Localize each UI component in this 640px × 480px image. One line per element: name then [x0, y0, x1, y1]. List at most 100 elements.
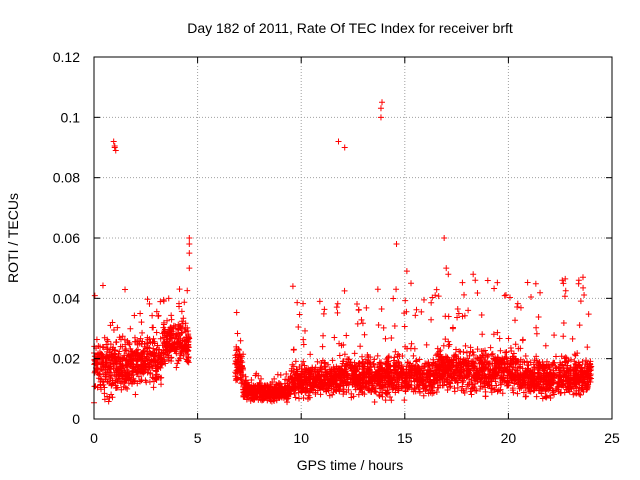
data-point — [365, 360, 372, 367]
data-point — [435, 293, 442, 300]
data-point — [305, 367, 312, 374]
data-point — [105, 354, 112, 361]
data-point — [288, 384, 295, 391]
data-point — [320, 386, 327, 393]
data-point — [298, 371, 305, 378]
data-point — [453, 359, 460, 366]
data-point — [104, 345, 111, 352]
data-point — [232, 358, 239, 365]
outlier-point — [443, 265, 450, 272]
data-point — [391, 363, 398, 370]
data-point — [153, 346, 160, 353]
data-point — [178, 330, 185, 337]
data-point — [471, 384, 478, 391]
data-point — [384, 373, 391, 380]
data-point — [399, 370, 406, 377]
data-point — [322, 366, 329, 373]
x-tick-labels: 0 5 10 15 20 25 — [90, 430, 620, 446]
data-point — [138, 319, 145, 326]
data-point — [494, 329, 501, 336]
data-point — [532, 280, 539, 287]
outlier-point — [377, 114, 384, 121]
data-point — [160, 319, 167, 326]
data-point — [320, 374, 327, 381]
data-point — [402, 297, 409, 304]
data-point — [391, 322, 398, 329]
data-point — [119, 343, 126, 350]
data-point — [550, 387, 557, 394]
data-point — [152, 375, 159, 382]
data-point — [158, 381, 165, 388]
data-point — [447, 383, 454, 390]
data-point — [329, 357, 336, 364]
outlier-point — [186, 265, 193, 272]
data-point — [300, 358, 307, 365]
data-point — [382, 360, 389, 367]
data-point — [302, 371, 309, 378]
data-point — [496, 335, 503, 342]
data-point — [582, 360, 589, 367]
data-point — [292, 374, 299, 381]
data-point — [350, 380, 357, 387]
data-point — [97, 381, 104, 388]
data-point — [143, 353, 150, 360]
data-point — [129, 356, 136, 363]
data-point — [173, 346, 180, 353]
data-point — [485, 379, 492, 386]
data-point — [549, 379, 556, 386]
chart-title: Day 182 of 2011, Rate Of TEC Index for r… — [187, 20, 513, 36]
data-point — [360, 384, 367, 391]
y-tick-label: 0.02 — [53, 351, 80, 367]
data-point — [537, 378, 544, 385]
data-point — [237, 369, 244, 376]
outlier-point — [289, 283, 296, 290]
data-point — [344, 355, 351, 362]
data-point — [551, 332, 558, 339]
data-point — [490, 368, 497, 375]
data-point — [354, 320, 361, 327]
data-point — [533, 393, 540, 400]
data-point — [403, 372, 410, 379]
data-point — [476, 376, 483, 383]
data-point — [318, 368, 325, 375]
data-point — [407, 369, 414, 376]
data-point — [147, 359, 154, 366]
data-point — [430, 361, 437, 368]
data-point — [118, 365, 125, 372]
data-point — [166, 347, 173, 354]
data-point — [474, 346, 481, 353]
data-point — [336, 370, 343, 377]
data-point — [562, 354, 569, 361]
data-point — [578, 364, 585, 371]
outlier-point — [408, 280, 415, 287]
data-point — [502, 349, 509, 356]
data-point — [567, 372, 574, 379]
data-point — [469, 360, 476, 367]
data-point — [570, 370, 577, 377]
data-point — [413, 306, 420, 313]
data-point — [390, 384, 397, 391]
outlier-point — [393, 241, 400, 248]
data-point — [580, 284, 587, 291]
data-point — [517, 361, 524, 368]
data-point — [384, 365, 391, 372]
data-point — [552, 353, 559, 360]
outlier-point — [111, 142, 118, 149]
data-point — [429, 294, 436, 301]
data-point — [358, 388, 365, 395]
data-point — [149, 312, 156, 319]
data-point — [382, 389, 389, 396]
data-point — [130, 367, 137, 374]
data-point — [93, 336, 100, 343]
data-point — [438, 374, 445, 381]
outlier-point — [110, 138, 117, 145]
data-point — [341, 351, 348, 358]
data-point — [290, 387, 297, 394]
data-point — [98, 358, 105, 365]
data-point — [185, 336, 192, 343]
data-point — [355, 360, 362, 367]
data-point — [99, 378, 106, 385]
data-point — [293, 366, 300, 373]
data-point — [395, 364, 402, 371]
data-point — [463, 374, 470, 381]
